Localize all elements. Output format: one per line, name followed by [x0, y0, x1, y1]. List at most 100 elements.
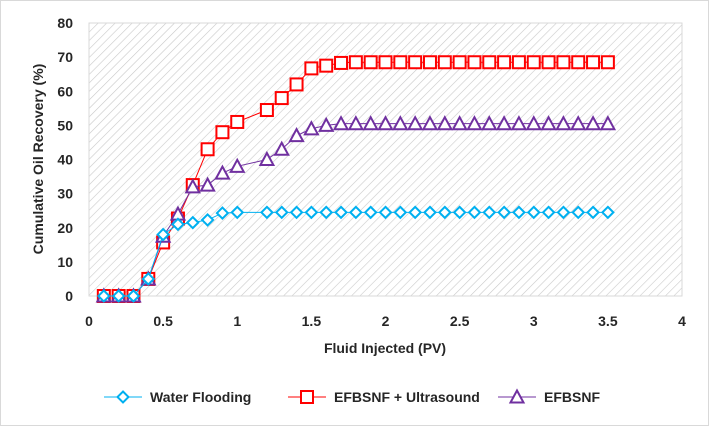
water-flooding-point: [96, 289, 111, 303]
efbsnf-ultrasound-point: [586, 55, 601, 70]
water-flooding-point: [363, 205, 378, 220]
x-tick-label: 0: [85, 313, 93, 329]
efbsnf-ultrasound-point: [600, 55, 615, 70]
x-axis-title: Fluid Injected (PV): [324, 340, 446, 356]
water-flooding-point: [378, 205, 393, 220]
efbsnf-point: [495, 115, 513, 131]
efbsnf-ultrasound-point: [393, 55, 408, 70]
water-flooding-point: [556, 205, 571, 220]
y-tick-label: 80: [57, 15, 73, 31]
x-tick-label: 1: [233, 313, 241, 329]
x-tick-label: 2: [382, 313, 390, 329]
water-flooding-point: [512, 205, 526, 220]
efbsnf-point: [318, 116, 335, 132]
x-tick-label: 0.5: [153, 313, 173, 329]
efbsnf-ultrasound-point: [378, 55, 393, 70]
legend: Water Flooding EFBSNF + Ultrasound EFBSNF: [104, 388, 600, 405]
water-flooding-point: [467, 205, 482, 220]
efbsnf-ultrasound-point: [467, 55, 482, 70]
water-flooding-point: [600, 205, 615, 220]
efbsnf-series: [95, 115, 617, 303]
legend-water-flooding-point: [116, 390, 130, 404]
water-flooding-point: [482, 205, 497, 220]
water-flooding-point: [348, 205, 363, 220]
efbsnf-point: [481, 115, 498, 131]
water-flooding-point: [437, 205, 452, 220]
water-flooding-point: [423, 205, 437, 220]
efbsnf-point: [392, 115, 409, 131]
efbsnf-point: [199, 176, 216, 192]
efbsnf-point: [510, 115, 528, 131]
efbsnf-ultrasound-point: [200, 142, 215, 157]
efbsnf-ultrasound-point: [571, 55, 586, 70]
y-tick-label: 40: [57, 152, 73, 168]
y-axis-title: Cumulative Oil Recovery (%): [30, 64, 46, 255]
legend-efbsnf-point: [508, 388, 526, 404]
efbsnf-point: [332, 115, 350, 131]
water-flooding-point: [289, 205, 304, 220]
water-flooding-point: [156, 227, 171, 242]
efbsnf-ultrasound-point: [556, 55, 571, 70]
water-flooding-point: [171, 217, 185, 232]
efbsnf-point: [421, 115, 439, 131]
efbsnf-point: [406, 115, 424, 131]
efbsnf-point: [377, 115, 394, 131]
water-flooding-point: [185, 215, 200, 230]
efbsnf-point: [466, 115, 483, 131]
legend-item-water-flooding: Water Flooding: [104, 389, 251, 405]
legend-label-efbsnf-ultrasound: EFBSNF + Ultrasound: [334, 389, 480, 405]
efbsnf-point: [362, 115, 379, 131]
water-flooding-point: [586, 205, 600, 220]
efbsnf-point: [258, 150, 276, 167]
legend-item-efbsnf: EFBSNF: [498, 388, 600, 405]
x-tick-label: 3.5: [598, 313, 618, 329]
water-flooding-point: [215, 206, 230, 220]
efbsnf-line: [103, 123, 608, 297]
water-flooding-point: [141, 272, 156, 286]
legend-label-efbsnf: EFBSNF: [544, 389, 600, 405]
efbsnf-point: [273, 140, 290, 156]
efbsnf-point: [584, 115, 602, 131]
efbsnf-point: [184, 178, 201, 194]
water-flooding-point: [319, 205, 334, 220]
y-tick-label: 50: [57, 117, 73, 133]
y-tick-label: 20: [57, 220, 73, 236]
efbsnf-ultrasound-point: [348, 55, 363, 70]
efbsnf-ultrasound-point: [230, 114, 245, 129]
efbsnf-point: [436, 115, 453, 131]
efbsnf-ultrasound-point: [304, 61, 319, 76]
y-tick-label: 60: [57, 83, 73, 99]
efbsnf-ultrasound-point: [215, 125, 230, 140]
efbsnf-ultrasound-point: [363, 55, 378, 70]
water-flooding-point: [571, 205, 586, 220]
y-tick-label: 30: [57, 186, 73, 202]
efbsnf-ultrasound-point: [511, 55, 526, 70]
water-flooding-point: [408, 205, 423, 220]
efbsnf-ultrasound-point: [289, 77, 304, 92]
legend-efbsnf-ultrasound-point: [300, 390, 314, 404]
legend-item-efbsnf-ultrasound: EFBSNF + Ultrasound: [288, 389, 480, 405]
water-flooding-point: [126, 289, 141, 303]
water-flooding-line: [103, 211, 608, 297]
water-flooding-point: [230, 205, 245, 220]
y-tick-label: 70: [57, 49, 73, 65]
y-tick-label: 10: [57, 254, 73, 270]
water-flooding-point: [304, 205, 319, 220]
water-flooding-point: [497, 205, 512, 220]
efbsnf-ultrasound-point: [482, 55, 497, 70]
water-flooding-point: [111, 289, 126, 303]
efbsnf-ultrasound-point: [422, 55, 437, 70]
efbsnf-point: [303, 120, 320, 136]
efbsnf-point: [451, 115, 468, 131]
water-flooding-point: [274, 205, 289, 220]
water-flooding-point: [452, 205, 467, 220]
x-tick-label: 1.5: [302, 313, 322, 329]
efbsnf-point: [540, 115, 557, 131]
efbsnf-point: [570, 115, 587, 131]
efbsnf-ultrasound-point: [541, 55, 556, 70]
efbsnf-point: [229, 157, 246, 173]
efbsnf-point: [288, 127, 305, 143]
efbsnf-point: [347, 115, 365, 131]
efbsnf-point: [525, 115, 542, 131]
